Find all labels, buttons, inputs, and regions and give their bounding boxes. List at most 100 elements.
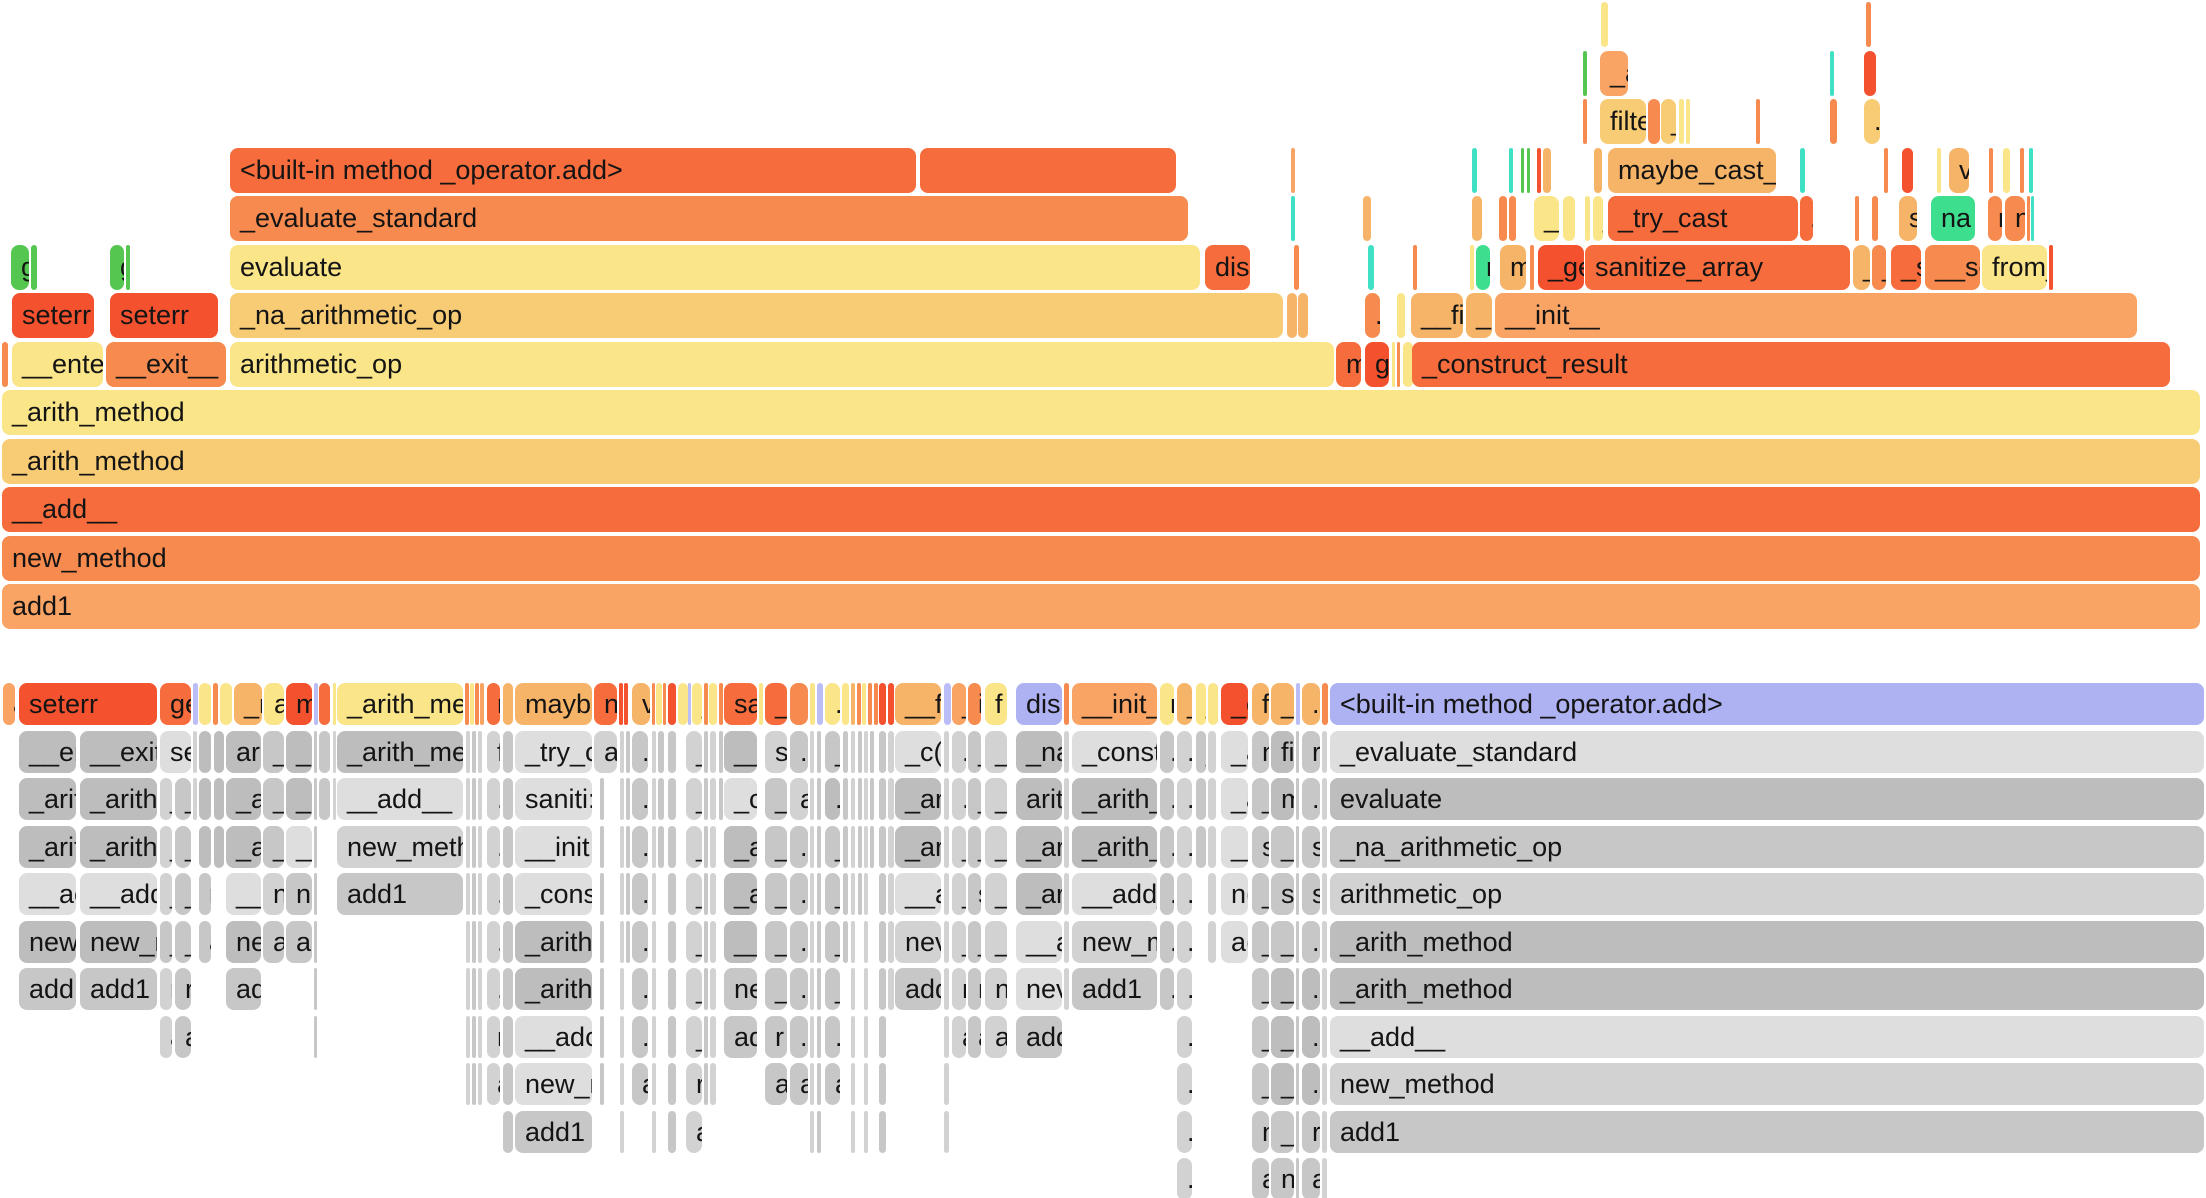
frame-sliver[interactable]: [843, 873, 848, 915]
frame-sliver[interactable]: [874, 683, 878, 725]
frame-sliver[interactable]: [1413, 245, 1417, 290]
frame-sliver[interactable]: [810, 968, 814, 1010]
frame-arit[interactable]: arit: [1016, 778, 1062, 820]
frame-a[interactable]: a: [319, 778, 330, 820]
frame-from[interactable]: from_: [1982, 245, 2047, 290]
frame-sliver[interactable]: _: [825, 920, 840, 963]
frame-sliver[interactable]: [652, 1110, 656, 1153]
frame-sliver[interactable]: _: [175, 778, 191, 820]
frame-sliver[interactable]: [944, 873, 949, 915]
frame-sliver[interactable]: [868, 683, 872, 725]
frame-sliver[interactable]: [851, 1063, 855, 1105]
frame-sliver[interactable]: __: [226, 873, 261, 915]
frame-sliver[interactable]: [759, 683, 763, 725]
frame-sliver[interactable]: [879, 683, 886, 725]
frame-add1[interactable]: add1: [19, 968, 76, 1010]
frame-sliver[interactable]: _: [1872, 245, 1886, 290]
frame-sliver[interactable]: [478, 968, 482, 1010]
frame-sliver[interactable]: [314, 778, 317, 820]
frame-a[interactable]: a: [199, 920, 211, 963]
frame-sliver[interactable]: [652, 825, 656, 868]
frame-n[interactable]: n: [1252, 730, 1269, 773]
frame-sliver[interactable]: [333, 730, 336, 773]
frame-sliver[interactable]: [2003, 148, 2010, 193]
frame-arith-method[interactable]: _arith_method: [2, 390, 2200, 435]
frame-ad[interactable]: ad: [226, 968, 261, 1010]
frame-r[interactable]: r: [487, 1015, 500, 1058]
frame-a[interactable]: a: [263, 920, 284, 963]
frame-sliver[interactable]: _: [1252, 920, 1269, 963]
frame-sliver[interactable]: [1521, 148, 1524, 193]
frame-sliver[interactable]: [1322, 1063, 1327, 1105]
frame-v[interactable]: v: [632, 683, 650, 725]
frame-sliver[interactable]: _: [825, 730, 840, 773]
frame-sliver[interactable]: __: [286, 825, 312, 868]
frame-maybe[interactable]: maybe: [515, 683, 592, 725]
frame-sliver[interactable]: _: [686, 1015, 702, 1058]
frame-sliver[interactable]: _: [1271, 920, 1294, 963]
frame-sliver[interactable]: _: [1661, 99, 1676, 144]
frame-sliver[interactable]: [314, 873, 317, 915]
frame-sliver[interactable]: _: [968, 825, 981, 868]
frame-sliver[interactable]: [213, 683, 218, 725]
frame-sliver[interactable]: [1472, 196, 1482, 241]
frame-a[interactable]: a: [3, 683, 15, 725]
frame-sliver[interactable]: [1322, 1158, 1327, 1198]
frame-sliver[interactable]: [466, 873, 470, 915]
frame-sliver[interactable]: .: [1160, 873, 1174, 915]
frame-add1[interactable]: add1: [337, 873, 463, 915]
frame-n[interactable]: n: [2005, 196, 2025, 241]
frame-a[interactable]: _a: [724, 873, 757, 915]
frame-add1[interactable]: add1: [2, 584, 2200, 629]
frame-cons[interactable]: _cons: [515, 873, 592, 915]
frame-sliver[interactable]: _: [1271, 825, 1294, 868]
frame-sliver[interactable]: [864, 778, 868, 820]
frame-sliver[interactable]: [1583, 99, 1587, 144]
frame-sliver[interactable]: [862, 683, 866, 725]
frame-sliver[interactable]: .: [632, 873, 648, 915]
frame-sliver[interactable]: .: [487, 968, 500, 1010]
frame-add1[interactable]: add1: [515, 1110, 592, 1153]
frame-sliver[interactable]: _: [968, 778, 981, 820]
frame-g[interactable]: g: [1365, 342, 1389, 387]
frame-sliver[interactable]: _: [1271, 1015, 1294, 1058]
frame-sliver[interactable]: [1583, 51, 1587, 96]
frame-ad[interactable]: ad: [724, 1015, 757, 1058]
frame-sliver[interactable]: [1830, 51, 1834, 96]
frame-sliver[interactable]: [1064, 730, 1069, 773]
frame-new-m[interactable]: new_m: [1072, 920, 1157, 963]
frame-sliver[interactable]: [1527, 148, 1530, 193]
frame-sliver[interactable]: [1543, 148, 1551, 193]
frame-r[interactable]: r: [199, 873, 211, 915]
frame-n[interactable]: n: [968, 968, 981, 1010]
frame-sliver[interactable]: __: [1221, 825, 1248, 868]
frame-a[interactable]: a: [985, 1015, 1007, 1058]
frame-sliver[interactable]: _: [952, 683, 966, 725]
frame-sliver[interactable]: [668, 778, 676, 820]
frame-sliver[interactable]: [1800, 148, 1805, 193]
frame-sliver[interactable]: [810, 1063, 814, 1105]
frame-sliver[interactable]: [817, 1110, 821, 1153]
frame-sliver[interactable]: .: [1365, 293, 1380, 338]
frame-sliver[interactable]: .: [1177, 1110, 1192, 1153]
frame-sliver[interactable]: [858, 778, 862, 820]
frame-add[interactable]: add: [895, 968, 941, 1010]
frame-sliver[interactable]: .: [1177, 1063, 1192, 1105]
frame-add[interactable]: __add__: [1330, 1015, 2204, 1058]
frame-sliver[interactable]: [466, 1015, 470, 1058]
frame-sliver[interactable]: [710, 1015, 716, 1058]
frame-sliver[interactable]: [472, 920, 476, 963]
frame-r[interactable]: r: [1988, 196, 2002, 241]
frame-sliver[interactable]: [193, 730, 197, 773]
frame-sliver[interactable]: [710, 873, 716, 915]
frame-sliver[interactable]: _: [1252, 1015, 1269, 1058]
frame-sliver[interactable]: .: [199, 683, 211, 725]
frame-sliver[interactable]: .: [1902, 148, 1913, 193]
frame-exit[interactable]: __exit_: [80, 730, 157, 773]
frame-sliver[interactable]: [668, 920, 676, 963]
frame-a[interactable]: a: [1302, 1158, 1320, 1198]
frame-sliver[interactable]: [620, 1063, 624, 1105]
frame-sliver[interactable]: [658, 778, 664, 820]
frame-seterr[interactable]: seterr: [19, 683, 157, 725]
frame-sliver[interactable]: .: [1160, 778, 1174, 820]
